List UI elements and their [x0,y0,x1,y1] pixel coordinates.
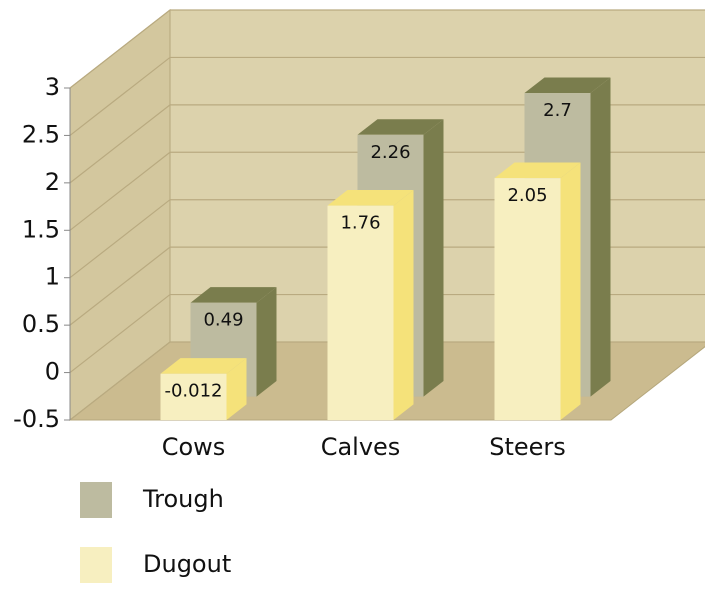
y-tick-label: 2 [45,168,60,196]
value-label: 2.26 [370,142,410,163]
bar-top [190,287,277,303]
legend-label: Trough [142,485,224,513]
bar-side [393,190,414,420]
bar-top [357,119,444,135]
bar [160,373,227,420]
y-tick-label: 1 [45,263,60,291]
y-tick-label: 0 [45,358,60,386]
bar-top [524,77,611,94]
value-label: 0.49 [203,310,243,331]
value-label: 2.7 [543,100,572,121]
bar-top [494,162,581,179]
y-tick-label: -0.5 [13,405,60,433]
legend-swatch [80,482,112,518]
bar-top [327,190,414,206]
y-tick-label: 0.5 [22,310,60,338]
grid-line [69,9,705,89]
bar-side [560,162,581,420]
x-tick-label: Calves [321,433,401,461]
bar-side [256,287,277,397]
bar-side [423,119,444,397]
value-label: -0.012 [164,381,222,402]
value-label: 2.05 [507,185,547,206]
y-tick-label: 3 [45,73,60,101]
legend-swatch [80,547,112,583]
x-tick-label: Steers [489,433,566,461]
y-tick-label: 1.5 [22,215,60,243]
bar-side [590,77,611,397]
legend-label: Dugout [143,550,231,578]
bar-side [226,358,247,420]
bar [327,205,394,420]
bar [494,178,561,420]
x-tick-label: Cows [162,433,226,461]
grid-line [69,56,705,136]
bar-top [160,358,247,374]
y-tick-label: 2.5 [22,120,60,148]
value-label: 1.76 [340,213,380,234]
